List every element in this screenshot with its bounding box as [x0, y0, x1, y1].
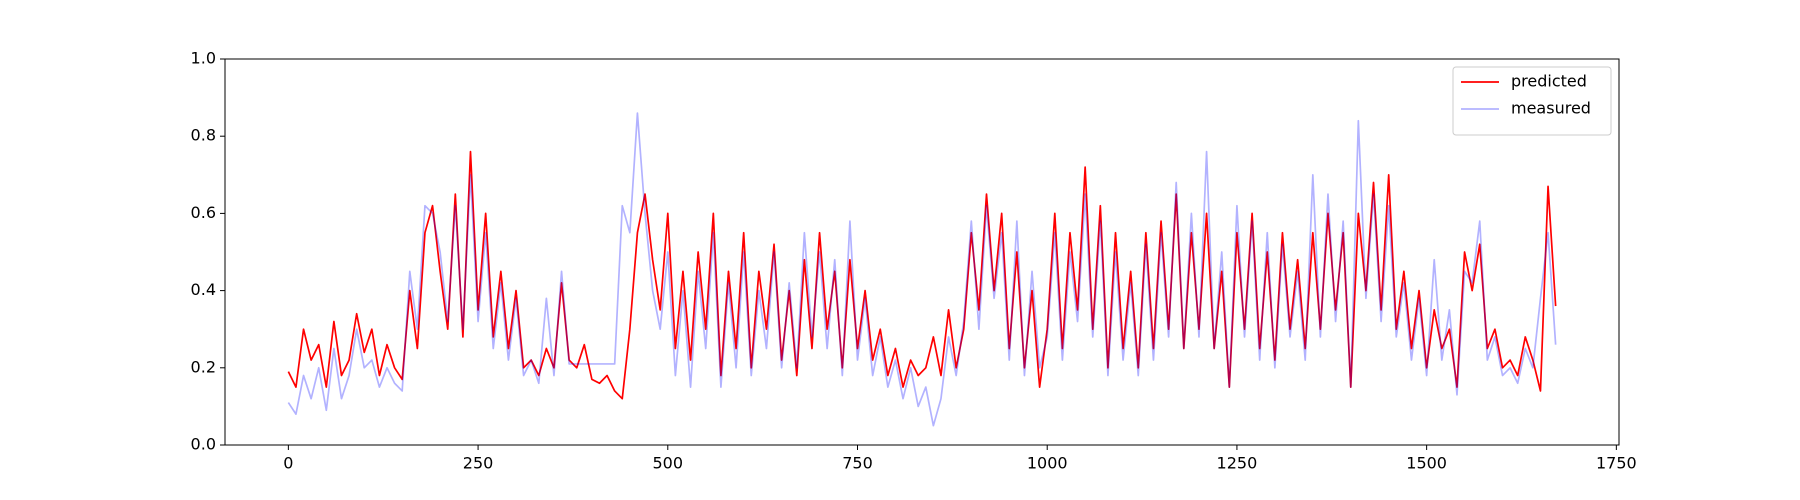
x-tick-label: 1000 [1027, 454, 1068, 473]
series-line [287, 150, 1557, 400]
y-tick-label: 0.8 [191, 126, 216, 145]
legend-label: measured [1511, 99, 1591, 118]
y-tick-label: 0.2 [191, 357, 216, 376]
x-tick-label: 1250 [1217, 454, 1258, 473]
y-tick-label: 0.4 [191, 280, 216, 299]
y-tick-label: 0.6 [191, 203, 216, 222]
x-tick-label: 1500 [1406, 454, 1447, 473]
x-tick-label: 750 [842, 454, 873, 473]
y-tick-label: 1.0 [191, 49, 216, 68]
x-tick-label: 500 [653, 454, 684, 473]
legend: predicted measured [1452, 66, 1612, 136]
x-tick-label: 250 [463, 454, 494, 473]
series-line [287, 112, 1557, 427]
y-tick-label: 0.0 [191, 435, 216, 454]
plot-frame [224, 58, 1620, 446]
legend-label: predicted [1511, 72, 1587, 91]
x-tick-label: 1750 [1596, 454, 1637, 473]
x-tick-label: 0 [283, 454, 293, 473]
legend-box [1452, 66, 1612, 136]
